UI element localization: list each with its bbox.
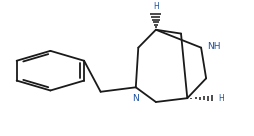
Text: NH: NH — [208, 42, 221, 51]
Text: N: N — [132, 94, 139, 103]
Text: H: H — [153, 2, 159, 11]
Text: H: H — [218, 94, 224, 103]
